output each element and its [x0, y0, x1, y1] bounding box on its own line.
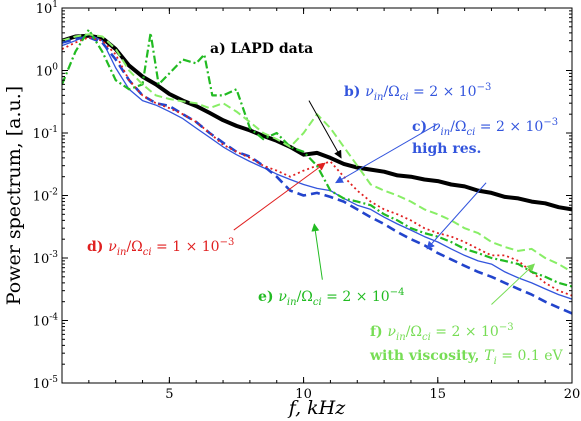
x-tick-label: 20 [564, 387, 581, 402]
annotation-label-f-line2: with viscosity, Ti = 0.1 eV [369, 348, 563, 367]
y-tick-label: 101 [36, 0, 58, 17]
series-line-lapd [62, 33, 572, 212]
annotation-label-a: a) LAPD data [210, 41, 313, 57]
series-line-b [62, 33, 572, 300]
annotation-label-c: c) νin/Ωci = 2 × 10−3 [412, 117, 558, 138]
y-tick-label: 10-3 [33, 250, 59, 267]
label-layer: f, kHz Power spectrum, [a.u.] a) LAPD data… [3, 41, 563, 419]
x-tick-label: 10 [295, 387, 312, 402]
annotation-arrow-c [426, 182, 487, 250]
series-line-e [62, 28, 572, 288]
y-tick-label: 10-1 [33, 125, 58, 142]
x-axis-label: f, kHz [287, 397, 347, 419]
y-tick-label: 10-2 [33, 188, 58, 205]
annotation-arrow-f [491, 263, 536, 305]
annotation-label-e: e) νin/Ωci = 2 × 10−4 [258, 287, 404, 308]
y-axis-label: Power spectrum, [a.u.] [3, 86, 25, 305]
annotation-arrow-a [308, 100, 342, 159]
series-layer [62, 28, 572, 315]
y-tick-label: 10-5 [33, 375, 59, 392]
annotation-label-c-line2: high res. [412, 141, 481, 157]
series-line-c [62, 36, 572, 315]
tick-layer: 5 10 15 20 10-5 10-4 10-3 10-2 10-1 100 101 [33, 0, 581, 402]
annotation-label-d: d) νin/Ωci = 1 × 10−3 [87, 237, 234, 258]
x-tick-label: 5 [165, 387, 173, 402]
arrow-layer [233, 100, 536, 305]
annotation-arrow-e [311, 223, 323, 280]
annotation-label-b: b) νin/Ωci = 2 × 10−3 [344, 82, 491, 103]
annotation-label-f: f) νin/Ωci = 2 × 10−3 [370, 322, 514, 343]
annotation-arrow-b [335, 123, 439, 184]
x-tick-label: 15 [430, 387, 447, 402]
y-tick-label: 100 [36, 63, 59, 80]
y-tick-label: 10-4 [33, 313, 59, 330]
annotation-arrow-d [233, 162, 326, 231]
